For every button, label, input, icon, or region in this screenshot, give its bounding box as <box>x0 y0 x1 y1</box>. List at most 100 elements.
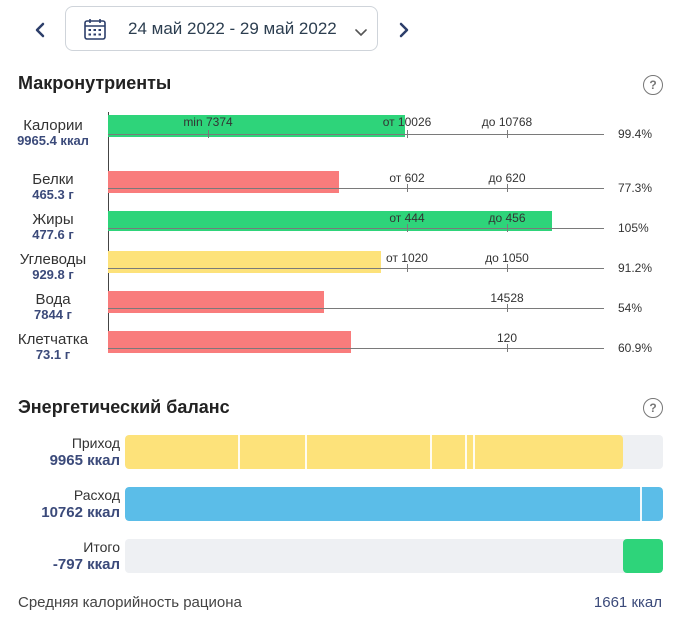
nutrient-target-tick <box>507 304 508 312</box>
energy-bar-divider <box>430 435 432 469</box>
energy-bar-fill <box>125 487 663 521</box>
macronutrient-row: Калории 9965.4 ккал min 7374 от 10026 до 107… <box>0 112 680 152</box>
energy-bar-divider <box>640 487 642 521</box>
nutrient-target-tick <box>507 264 508 272</box>
macronutrient-row: Жиры 477.6 г от 444 до 456 105% <box>0 206 680 246</box>
energy-balance-title: Энергетический баланс <box>18 397 230 417</box>
macronutrients-title: Макронутриенты <box>18 73 172 93</box>
energy-value: 10762 ккал <box>41 504 120 521</box>
nutrient-target-tick <box>507 224 508 232</box>
energy-track <box>125 539 663 573</box>
energy-bar-divider <box>473 435 475 469</box>
nutrient-name: Вода 7844 г <box>10 292 96 322</box>
nutrient-percent: 60.9% <box>618 341 653 355</box>
nutrient-target-label: до 456 <box>488 211 526 225</box>
nutrient-target-label: от 10026 <box>382 115 432 129</box>
nutrient-target-tick <box>407 224 408 232</box>
nutrient-name-text: Углеводы <box>19 251 87 268</box>
macronutrient-row: Клетчатка 73.1 г 120 60.9% <box>0 326 680 366</box>
date-range-select[interactable]: 24 май 2022 - 29 май 2022 <box>65 6 378 51</box>
energy-label: Итого -797 ккал <box>10 539 120 573</box>
nutrient-percent: 91.2% <box>618 261 653 275</box>
nutrient-target-tick <box>507 184 508 192</box>
nutrient-percent: 77.3% <box>618 181 653 195</box>
calendar-icon <box>83 17 107 46</box>
nutrient-target-tick <box>507 344 508 352</box>
nutrient-percent: 54% <box>618 301 643 315</box>
nutrient-progress-bar <box>108 331 351 353</box>
nutrient-target-label: 120 <box>496 331 518 345</box>
energy-row: Расход 10762 ккал <box>0 487 680 527</box>
nutrient-axis <box>108 228 604 229</box>
nutrient-progress-bar <box>108 251 381 273</box>
energy-row: Итого -797 ккал <box>0 539 680 579</box>
nutrient-name-text: Белки <box>32 171 74 188</box>
energy-balance-help-icon[interactable]: ? <box>643 398 663 418</box>
nutrient-value: 73.1 г <box>35 347 71 362</box>
average-calorie-value: 1661 ккал <box>593 594 662 611</box>
nutrient-axis <box>108 188 604 189</box>
energy-name: Итого <box>83 539 120 555</box>
nutrient-name-text: Жиры <box>32 211 74 228</box>
energy-value: -797 ккал <box>52 556 120 573</box>
energy-bar-fill <box>623 539 663 573</box>
nutrient-target-label: до 10768 <box>481 115 533 129</box>
energy-value: 9965 ккал <box>49 452 120 469</box>
energy-label: Расход 10762 ккал <box>10 487 120 521</box>
nutrient-axis <box>108 134 604 135</box>
nutrient-target-label: min 7374 <box>183 115 233 129</box>
nutrient-progress-bar <box>108 211 552 231</box>
nutrient-value: 9965.4 ккал <box>17 133 89 148</box>
nutrient-name-text: Клетчатка <box>17 331 89 348</box>
nutrient-name: Углеводы 929.8 г <box>10 252 96 282</box>
nutrient-value: 7844 г <box>34 307 72 322</box>
energy-name: Приход <box>71 435 120 451</box>
nutrient-name: Жиры 477.6 г <box>10 212 96 242</box>
nutrient-target-label: от 444 <box>389 211 425 225</box>
nutrient-value: 477.6 г <box>32 227 74 242</box>
chevron-down-icon <box>355 24 367 42</box>
nutrient-target-tick <box>208 130 209 138</box>
nutrient-target-tick <box>407 184 408 192</box>
nutrient-name: Белки 465.3 г <box>10 172 96 202</box>
nutrient-name: Калории 9965.4 ккал <box>10 118 96 148</box>
nutrient-axis <box>108 308 604 309</box>
nutrient-target-label: до 1050 <box>485 251 529 265</box>
nutrient-name: Клетчатка 73.1 г <box>10 332 96 362</box>
nutrient-progress-bar <box>108 171 340 193</box>
nutrient-target-label: от 602 <box>389 171 425 185</box>
nutrient-target-tick <box>407 130 408 138</box>
nutrient-percent: 105% <box>618 221 649 235</box>
nutrient-target-tick <box>507 130 508 138</box>
energy-name: Расход <box>73 487 120 503</box>
nutrient-target-label: от 1020 <box>386 251 428 265</box>
nutrient-target-tick <box>407 264 408 272</box>
energy-bar-divider <box>465 435 467 469</box>
energy-bar-fill <box>125 435 623 469</box>
nutrient-name-text: Вода <box>35 291 71 308</box>
nutrient-value: 929.8 г <box>32 267 74 282</box>
nutrient-value: 465.3 г <box>32 187 74 202</box>
macronutrient-row: Белки 465.3 г от 602 до 620 77.3% <box>0 166 680 206</box>
energy-label: Приход 9965 ккал <box>10 435 120 469</box>
energy-row: Приход 9965 ккал <box>0 435 680 475</box>
energy-track <box>125 487 663 521</box>
nutrient-progress-bar <box>108 291 324 313</box>
previous-period-button[interactable] <box>29 19 51 41</box>
next-period-button[interactable] <box>393 19 415 41</box>
nutrient-axis <box>108 348 604 349</box>
average-calorie-label: Средняя калорийность рациона <box>18 594 242 611</box>
nutrient-target-label: до 620 <box>488 171 526 185</box>
nutrient-percent: 99.4% <box>618 127 653 141</box>
nutrient-target-label: 14528 <box>490 291 524 305</box>
nutrient-progress-bar <box>108 115 406 137</box>
chevron-left-icon <box>35 22 45 38</box>
macronutrients-help-icon[interactable]: ? <box>643 75 663 95</box>
macronutrient-row: Вода 7844 г 14528 54% <box>0 286 680 326</box>
chart-baseline <box>108 112 109 352</box>
nutrient-name-text: Калории <box>23 117 83 134</box>
nutrient-axis <box>108 268 604 269</box>
energy-bar-divider <box>305 435 307 469</box>
energy-track <box>125 435 663 469</box>
energy-bar-divider <box>238 435 240 469</box>
